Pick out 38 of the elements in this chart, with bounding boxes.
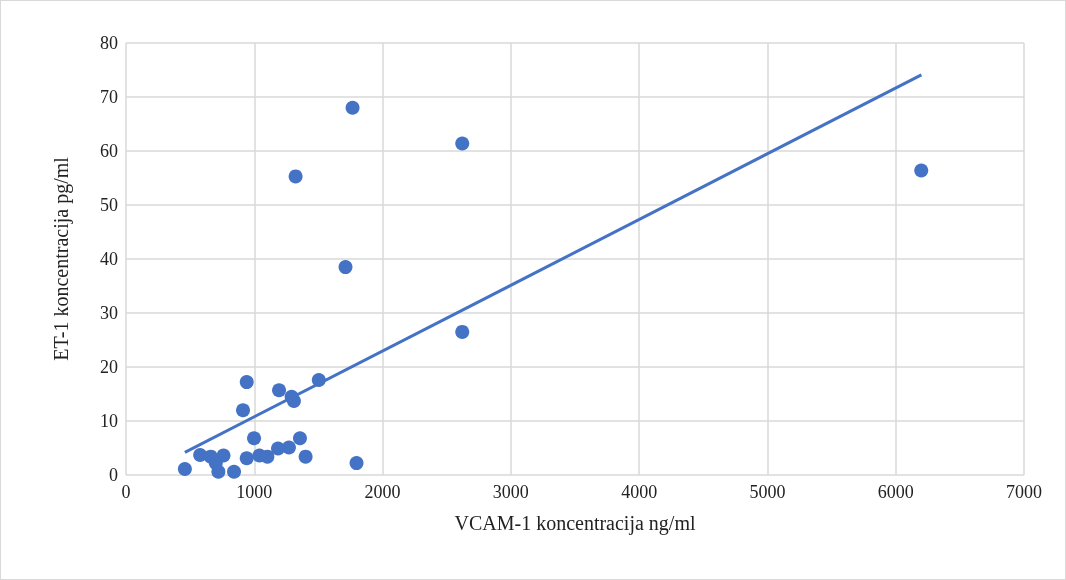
y-tick-label: 40 [100,249,118,269]
point [281,440,296,455]
point [288,169,303,184]
x-tick-label: 5000 [749,482,786,502]
x-tick-label: 0 [121,482,131,502]
point [227,464,242,479]
point [292,431,307,446]
point [914,163,929,178]
point [239,451,254,466]
x-tick-label: 4000 [621,482,658,502]
point [247,431,262,446]
point [455,324,470,339]
point [272,383,287,398]
x-tick-label: 2000 [364,482,401,502]
y-axis-title: ET-1 koncentracija pg/ml [50,156,73,361]
y-tick-label: 80 [100,33,118,53]
y-tick-label: 30 [100,303,118,323]
point [345,100,360,115]
x-tick-label: 7000 [1006,482,1042,502]
y-tick-label: 70 [100,87,118,107]
x-tick-label: 3000 [492,482,529,502]
y-tick-label: 20 [100,357,118,377]
point [177,462,192,477]
point [236,403,250,418]
y-tick-label: 60 [100,141,118,161]
y-tick-label: 50 [100,195,118,215]
point [338,260,353,275]
x-axis-title: VCAM-1 koncentracija ng/ml [454,512,696,535]
x-tick-label: 6000 [877,482,914,502]
point [260,449,275,464]
point [239,375,254,390]
point [455,136,470,151]
x-tick-label: 1000 [236,482,273,502]
point [349,456,364,471]
point [211,464,226,479]
y-tick-label: 10 [100,411,118,431]
y-tick-label: 0 [109,465,118,485]
point [298,449,313,464]
